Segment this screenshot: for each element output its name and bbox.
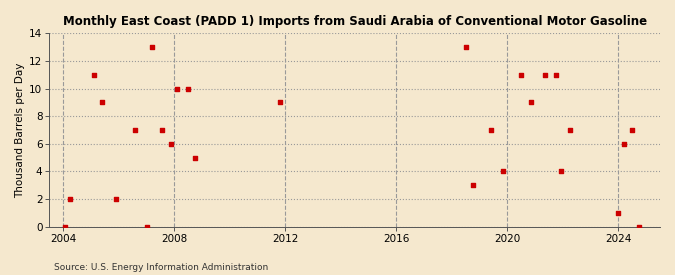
Point xyxy=(485,128,496,132)
Point xyxy=(141,224,152,229)
Point xyxy=(88,73,99,77)
Point xyxy=(526,100,537,104)
Point xyxy=(497,169,508,174)
Point xyxy=(627,128,638,132)
Point xyxy=(157,128,167,132)
Point xyxy=(556,169,567,174)
Point xyxy=(146,45,157,49)
Point xyxy=(460,45,471,49)
Point xyxy=(564,128,575,132)
Point xyxy=(65,197,76,201)
Point xyxy=(111,197,122,201)
Point xyxy=(551,73,562,77)
Point xyxy=(516,73,526,77)
Point xyxy=(97,100,107,104)
Point xyxy=(183,86,194,91)
Point xyxy=(613,211,624,215)
Point xyxy=(634,224,645,229)
Point xyxy=(171,86,182,91)
Point xyxy=(130,128,141,132)
Point xyxy=(467,183,478,187)
Point xyxy=(190,155,200,160)
Text: Source: U.S. Energy Information Administration: Source: U.S. Energy Information Administ… xyxy=(54,263,268,272)
Point xyxy=(539,73,550,77)
Title: Monthly East Coast (PADD 1) Imports from Saudi Arabia of Conventional Motor Gaso: Monthly East Coast (PADD 1) Imports from… xyxy=(63,15,647,28)
Y-axis label: Thousand Barrels per Day: Thousand Barrels per Day xyxy=(15,62,25,198)
Point xyxy=(166,142,177,146)
Point xyxy=(618,142,629,146)
Point xyxy=(274,100,285,104)
Point xyxy=(59,224,70,229)
